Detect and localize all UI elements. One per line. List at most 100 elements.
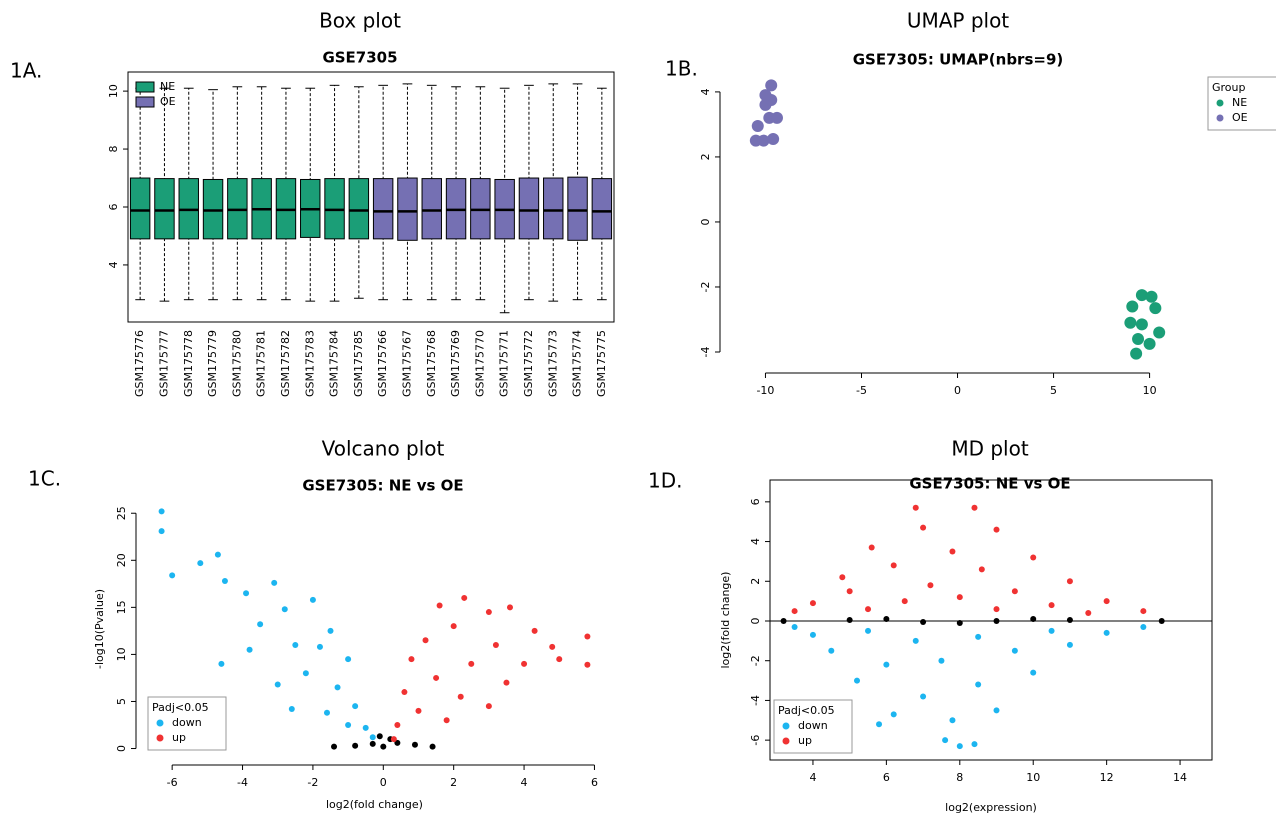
- point: [197, 560, 204, 567]
- x-tick-label: -5: [856, 384, 867, 397]
- point: [770, 111, 783, 124]
- point: [876, 721, 883, 728]
- box: [397, 177, 418, 241]
- y-axis-label: log2(fold change): [719, 572, 732, 669]
- point: [503, 679, 510, 686]
- x-tick-label: 0: [954, 384, 961, 397]
- x-tick-label: GSM175768: [425, 330, 438, 397]
- point: [450, 623, 457, 630]
- box: [518, 177, 540, 240]
- point: [1011, 647, 1018, 654]
- x-tick-label: 8: [956, 771, 963, 784]
- point: [323, 709, 330, 716]
- point: [949, 548, 956, 555]
- point: [246, 646, 253, 653]
- point: [309, 596, 316, 603]
- point: [1030, 554, 1037, 561]
- point: [971, 504, 978, 511]
- point: [422, 637, 429, 644]
- x-tick-label: -4: [237, 776, 248, 789]
- y-tick-label: 15: [115, 600, 128, 614]
- legend-swatch: [156, 719, 164, 727]
- point: [334, 684, 341, 691]
- point: [956, 743, 963, 750]
- point: [975, 633, 982, 640]
- y-tick-label: 0: [115, 745, 128, 752]
- point: [901, 598, 908, 605]
- point: [401, 689, 408, 696]
- point: [1030, 669, 1037, 676]
- y-tick-label: 2: [699, 153, 712, 160]
- point: [757, 134, 770, 147]
- box: [154, 178, 175, 240]
- point: [433, 674, 440, 681]
- x-tick-label: 6: [591, 776, 598, 789]
- point: [890, 562, 897, 569]
- x-tick-label: 12: [1100, 771, 1114, 784]
- y-tick-label: 10: [115, 647, 128, 661]
- legend-swatch: [135, 81, 155, 93]
- point: [890, 711, 897, 718]
- x-tick-label: GSM175770: [473, 330, 486, 397]
- point: [846, 588, 853, 595]
- point: [243, 590, 250, 597]
- point: [975, 681, 982, 688]
- point: [883, 661, 890, 668]
- x-tick-label: GSM175783: [303, 330, 316, 397]
- x-tick-label: 4: [809, 771, 816, 784]
- point: [780, 617, 787, 624]
- box: [372, 178, 394, 240]
- y-tick-label: 0: [749, 617, 762, 624]
- point: [809, 600, 816, 607]
- point: [759, 89, 772, 102]
- point: [1124, 316, 1137, 329]
- point: [765, 79, 778, 92]
- point: [839, 574, 846, 581]
- point: [1153, 326, 1166, 339]
- point: [214, 551, 221, 558]
- point: [369, 734, 376, 741]
- legend-swatch: [156, 734, 164, 742]
- legend-label: NE: [1232, 96, 1247, 109]
- x-axis-label: log2(fold change): [326, 798, 423, 811]
- y-tick-label: 25: [115, 506, 128, 520]
- point: [854, 677, 861, 684]
- point: [912, 637, 919, 644]
- point: [429, 743, 436, 750]
- legend-swatch: [1216, 114, 1224, 122]
- point: [809, 631, 816, 638]
- point: [1140, 623, 1147, 630]
- point: [883, 616, 890, 623]
- x-tick-label: GSM175773: [546, 330, 559, 397]
- point: [288, 706, 295, 712]
- panel-subtitle: GSE7305: NE vs OE: [302, 477, 463, 495]
- point: [327, 627, 334, 634]
- legend-label: NE: [160, 80, 175, 93]
- x-tick-label: GSM175772: [522, 330, 535, 397]
- point: [912, 504, 919, 511]
- point: [1135, 318, 1148, 331]
- point: [302, 670, 309, 677]
- y-tick-label: -4: [699, 347, 712, 358]
- x-tick-label: GSM175781: [255, 330, 268, 397]
- point: [531, 627, 538, 634]
- point: [1066, 578, 1073, 585]
- point: [218, 660, 225, 667]
- x-axis-label: log2(expression): [945, 801, 1037, 814]
- box: [348, 178, 370, 240]
- x-tick-label: 2: [450, 776, 457, 789]
- point: [1132, 332, 1145, 345]
- x-tick-label: 4: [521, 776, 528, 789]
- box: [591, 178, 613, 240]
- point: [345, 656, 352, 663]
- point: [865, 627, 872, 634]
- legend-label: OE: [1232, 111, 1248, 124]
- x-tick-label: GSM175775: [595, 330, 608, 397]
- x-tick-label: GSM175780: [230, 330, 243, 397]
- legend-title: Padj<0.05: [152, 701, 209, 714]
- point: [938, 657, 945, 664]
- legend-title: Padj<0.05: [778, 704, 835, 717]
- point: [920, 524, 927, 531]
- legend-swatch: [135, 96, 155, 108]
- legend-title: Group: [1212, 81, 1246, 94]
